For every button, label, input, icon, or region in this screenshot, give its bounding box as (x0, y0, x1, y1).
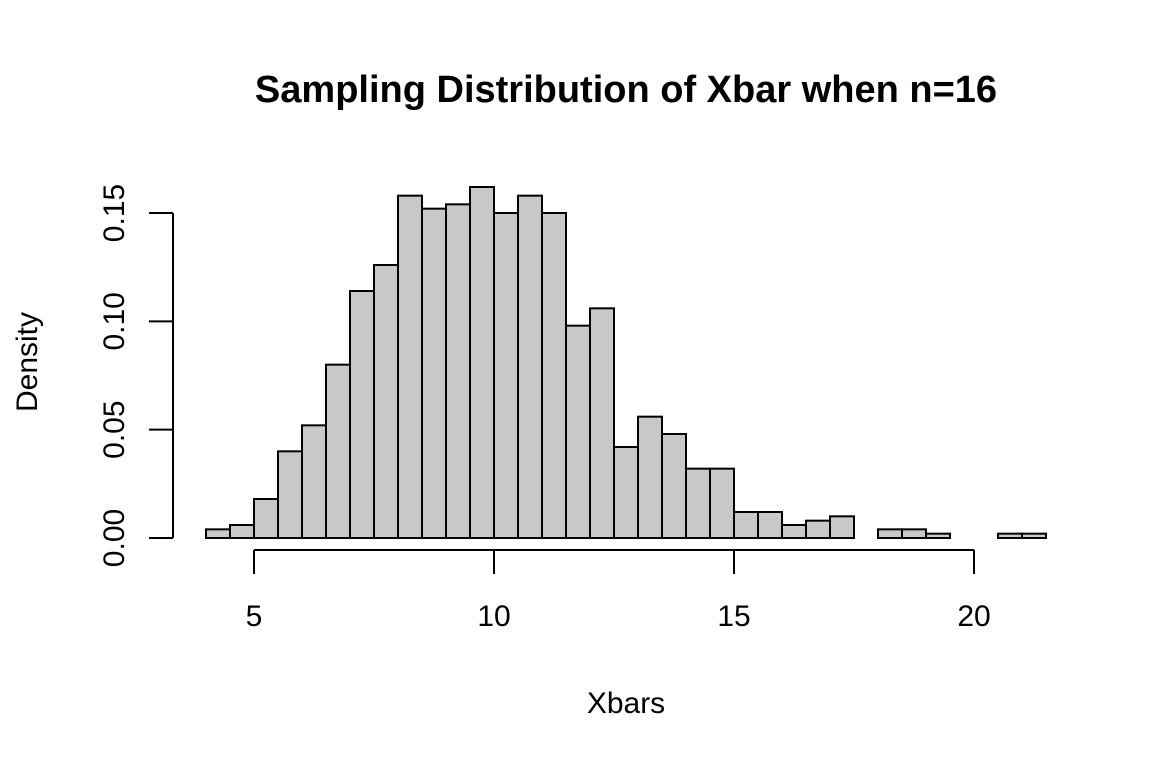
histogram-bar-24 (781, 524, 807, 539)
histogram-bar-1 (229, 524, 255, 539)
histogram-bar-10 (445, 203, 471, 539)
histogram-bar-21 (709, 467, 735, 539)
histogram-bar-29 (901, 528, 927, 539)
histogram-bar-34 (1021, 532, 1047, 540)
histogram-bar-14 (541, 212, 567, 539)
y-tick-label-0: 0.00 (98, 509, 131, 567)
histogram-bar-30 (925, 532, 951, 540)
histogram-bar-13 (517, 194, 543, 540)
histogram-bars (205, 186, 1047, 540)
histogram-bar-12 (493, 212, 519, 539)
x-tick-label-2: 15 (717, 600, 750, 633)
x-axis-label: Xbars (587, 687, 665, 720)
histogram-bar-4 (301, 424, 327, 540)
histogram-bar-20 (685, 467, 711, 539)
x-tick-label-3: 20 (957, 600, 990, 633)
histogram-bar-26 (829, 515, 855, 539)
histogram-bar-8 (397, 194, 423, 540)
histogram-bar-16 (589, 307, 615, 540)
y-tick-label-2: 0.10 (98, 292, 131, 350)
histogram-bar-23 (757, 511, 783, 539)
chart-title: Sampling Distribution of Xbar when n=16 (255, 69, 997, 111)
histogram-bar-5 (325, 363, 351, 539)
histogram-bar-28 (877, 528, 903, 539)
histogram-bar-15 (565, 324, 591, 539)
histogram-bar-11 (469, 186, 495, 539)
histogram-bar-0 (205, 528, 231, 539)
histogram-bar-17 (613, 446, 639, 539)
histogram-bar-9 (421, 207, 447, 540)
histogram-bar-7 (373, 264, 399, 539)
histogram-bar-25 (805, 519, 831, 540)
histogram-bar-22 (733, 511, 759, 539)
y-axis: 0.00 0.05 0.10 0.15 (98, 184, 174, 567)
histogram-bar-19 (661, 433, 687, 539)
histogram-bar-2 (253, 498, 279, 539)
x-tick-label-0: 5 (246, 600, 263, 633)
histogram-bar-6 (349, 290, 375, 539)
histogram-bar-18 (637, 415, 663, 539)
y-axis-label: Density (11, 312, 44, 412)
histogram-bar-3 (277, 450, 303, 540)
x-tick-label-1: 10 (477, 600, 510, 633)
y-tick-label-1: 0.05 (98, 400, 131, 458)
y-tick-label-3: 0.15 (98, 184, 131, 242)
histogram-bar-33 (997, 532, 1023, 540)
x-axis: 5 10 15 20 (246, 549, 991, 633)
